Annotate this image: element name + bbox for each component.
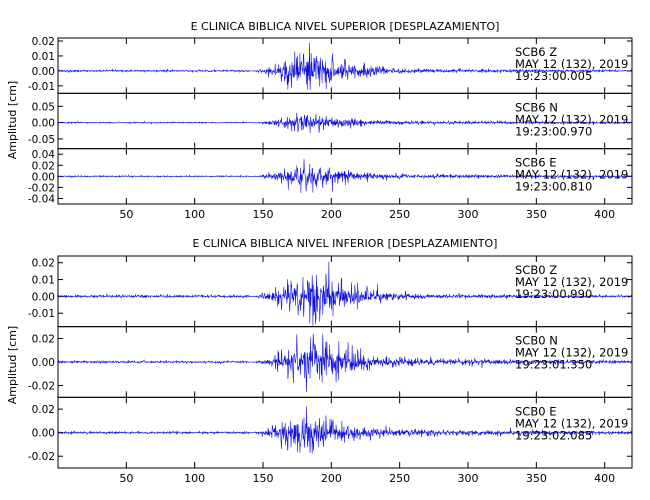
x-tick-label: 300	[458, 472, 479, 485]
y-tick-label: 0.00	[32, 428, 55, 440]
waveform-trace	[57, 158, 633, 194]
x-tick-label: 400	[594, 472, 615, 485]
chart-panel-group-2: E CLINICA BIBLICA NIVEL INFERIOR [DESPLA…	[6, 237, 633, 485]
y-tick-label: 0.04	[32, 149, 56, 161]
trace-station-label: SCB6 Z	[515, 45, 557, 59]
y-tick-label: 0.00	[32, 291, 55, 303]
y-tick-label: 0.02	[32, 333, 55, 345]
chart-title: E CLINICA BIBLICA NIVEL INFERIOR [DESPLA…	[193, 237, 498, 250]
y-tick-label: 0.05	[32, 101, 55, 113]
waveform-trace	[57, 333, 633, 393]
y-tick-label: 0.01	[32, 275, 55, 287]
y-tick-label: 0.00	[32, 357, 55, 369]
trace-time-label: 19:23:02.085	[515, 428, 592, 442]
y-tick-label: 0.01	[32, 51, 55, 63]
waveform-trace	[57, 261, 633, 326]
y-axis-label: Amplitud [cm]	[6, 81, 19, 159]
x-tick-label: 100	[184, 208, 205, 221]
trace-date-label: MAY 12 (132), 2019	[515, 57, 628, 71]
trace-time-label: 19:23:00.005	[515, 69, 592, 83]
x-tick-label: 350	[526, 472, 547, 485]
x-tick-label: 50	[119, 472, 133, 485]
x-tick-label: 50	[119, 208, 133, 221]
y-tick-label: -0.04	[28, 193, 55, 205]
x-tick-label: 150	[253, 208, 274, 221]
y-tick-label: -0.01	[28, 81, 55, 93]
x-tick-label: 100	[184, 472, 205, 485]
chart-panel-group-1: E CLINICA BIBLICA NIVEL SUPERIOR [DESPLA…	[6, 20, 633, 221]
y-tick-label: -0.02	[28, 381, 55, 393]
y-tick-label: 0.02	[32, 404, 55, 416]
trace-station-label: SCB0 E	[515, 404, 556, 418]
y-tick-label: 0.00	[32, 66, 55, 78]
trace-station-label: SCB0 Z	[515, 263, 557, 277]
y-tick-label: -0.05	[28, 134, 55, 146]
y-tick-label: -0.02	[28, 451, 55, 463]
y-tick-label: 0.00	[32, 118, 55, 130]
waveform-trace	[57, 112, 633, 134]
x-tick-label: 350	[526, 208, 547, 221]
trace-date-label: MAY 12 (132), 2019	[515, 275, 628, 289]
trace-station-label: SCB6 E	[515, 156, 556, 170]
trace-date-label: MAY 12 (132), 2019	[515, 416, 628, 430]
x-tick-label: 200	[321, 208, 342, 221]
trace-date-label: MAY 12 (132), 2019	[515, 168, 628, 182]
x-tick-label: 200	[321, 472, 342, 485]
chart-title: E CLINICA BIBLICA NIVEL SUPERIOR [DESPLA…	[191, 20, 500, 33]
trace-time-label: 19:23:01.350	[515, 358, 592, 372]
y-tick-label: 0.02	[32, 258, 55, 270]
trace-station-label: SCB0 N	[515, 334, 558, 348]
trace-time-label: 19:23:00.970	[515, 124, 592, 138]
trace-date-label: MAY 12 (132), 2019	[515, 112, 628, 126]
y-tick-label: 0.02	[32, 160, 55, 172]
waveform-trace	[57, 42, 633, 91]
y-tick-label: -0.02	[28, 182, 55, 194]
y-tick-label: 0.02	[32, 36, 55, 48]
waveform-trace	[57, 406, 633, 454]
trace-station-label: SCB6 N	[515, 100, 558, 114]
x-tick-label: 300	[458, 208, 479, 221]
x-tick-label: 250	[389, 472, 410, 485]
trace-date-label: MAY 12 (132), 2019	[515, 346, 628, 360]
y-axis-label: Amplitud [cm]	[6, 326, 19, 404]
x-tick-label: 250	[389, 208, 410, 221]
x-tick-label: 150	[253, 472, 274, 485]
trace-time-label: 19:23:00.990	[515, 287, 592, 301]
y-tick-label: -0.01	[28, 308, 55, 320]
x-tick-label: 400	[594, 208, 615, 221]
trace-time-label: 19:23:00.810	[515, 180, 592, 194]
y-tick-label: 0.00	[32, 171, 55, 183]
